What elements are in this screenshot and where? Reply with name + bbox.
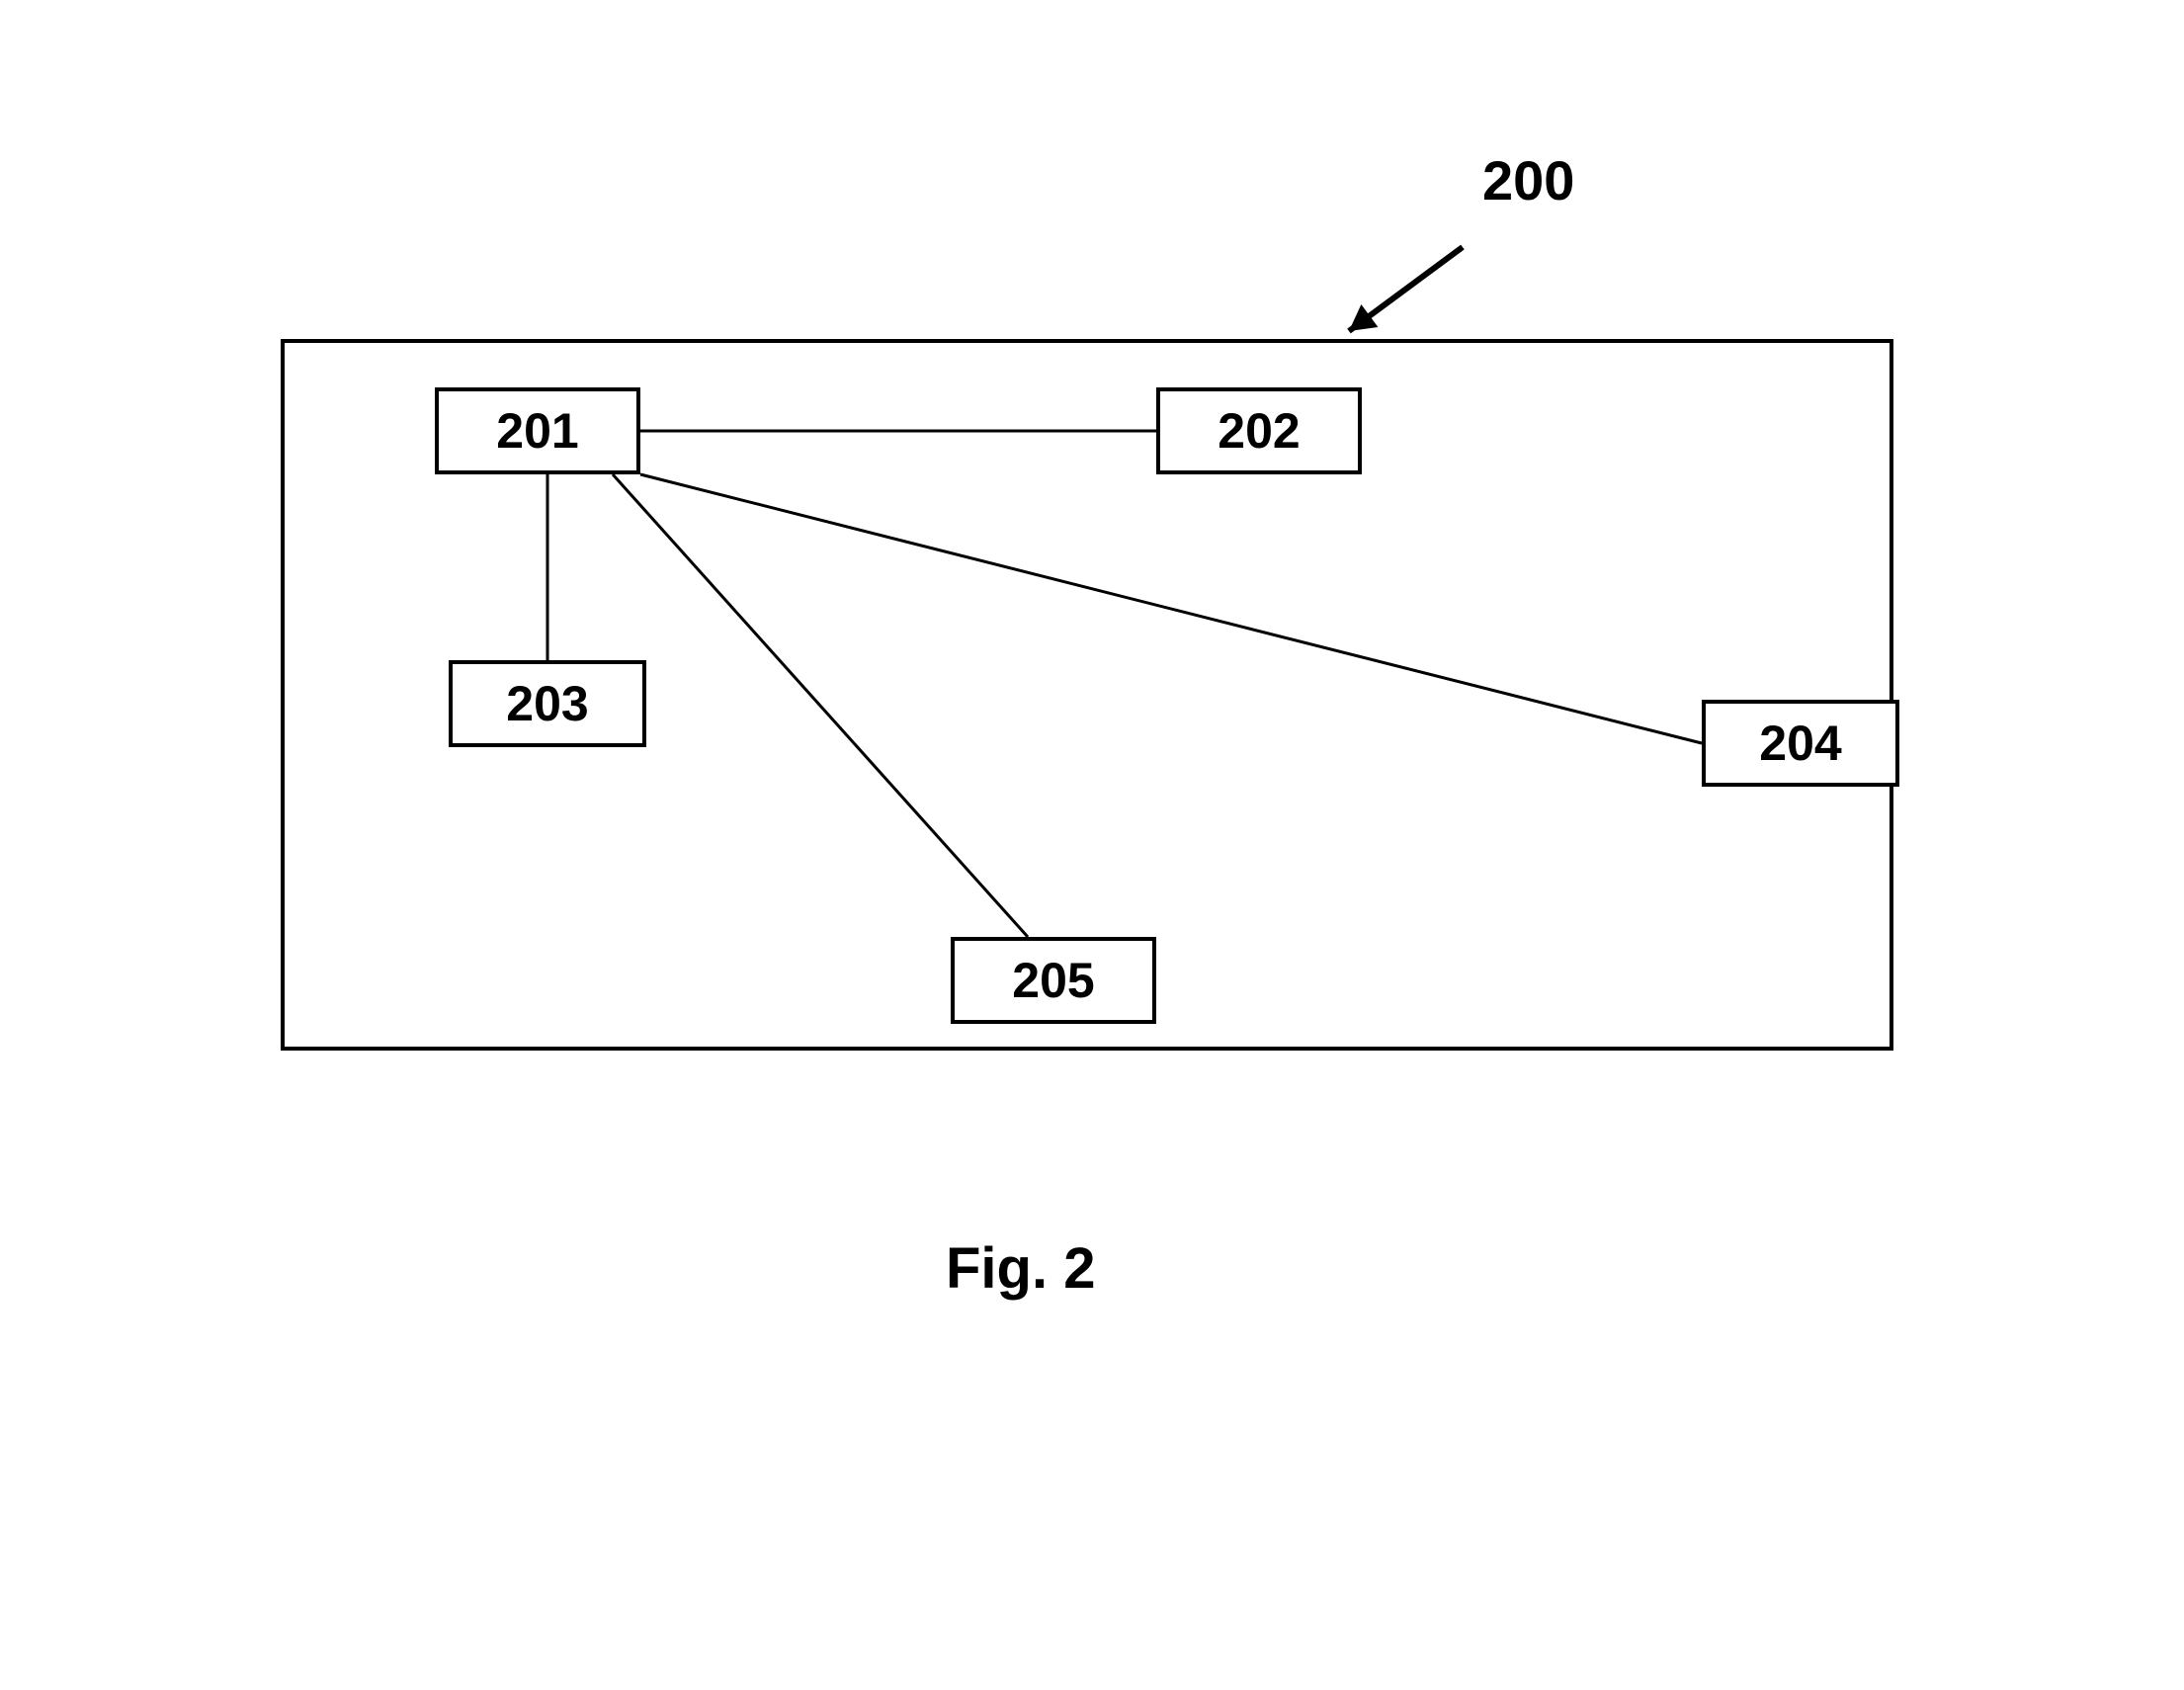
node-205: 205: [951, 937, 1156, 1024]
node-label: 204: [1759, 715, 1841, 772]
node-label: 203: [506, 675, 588, 732]
node-label: 205: [1012, 952, 1094, 1009]
container-label: 200: [1482, 148, 1574, 212]
node-201: 201: [435, 387, 640, 474]
node-label: 202: [1218, 402, 1300, 460]
node-204: 204: [1702, 700, 1899, 787]
node-203: 203: [449, 660, 646, 747]
figure-caption: Fig. 2: [946, 1235, 1095, 1302]
node-202: 202: [1156, 387, 1362, 474]
node-label: 201: [496, 402, 578, 460]
diagram-stage: 201 202 203 204 205 200 Fig. 2: [0, 0, 2184, 1690]
